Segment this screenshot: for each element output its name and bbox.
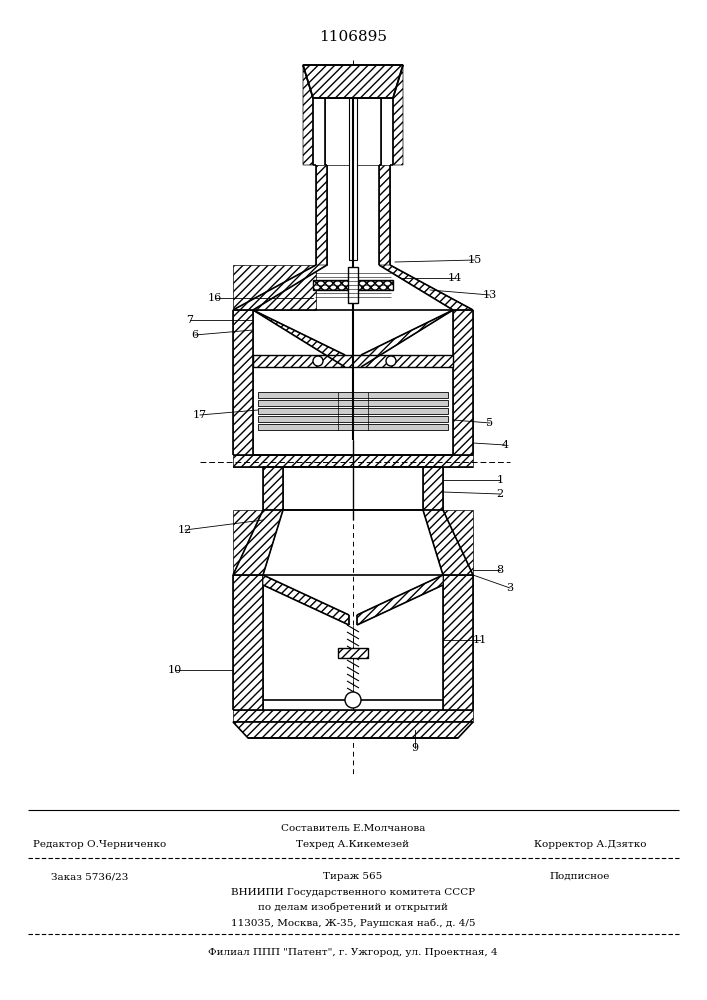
Polygon shape <box>423 467 443 510</box>
Text: 1106895: 1106895 <box>319 30 387 44</box>
Polygon shape <box>233 265 316 310</box>
Text: Подписное: Подписное <box>550 872 610 881</box>
Polygon shape <box>325 98 381 165</box>
Polygon shape <box>233 455 473 467</box>
Polygon shape <box>338 648 368 658</box>
Text: Техред А.Кикемезей: Техред А.Кикемезей <box>296 840 409 849</box>
Text: Заказ 5736/23: Заказ 5736/23 <box>52 872 129 881</box>
Text: ВНИИПИ Государственного комитета СССР: ВНИИПИ Государственного комитета СССР <box>231 888 475 897</box>
Polygon shape <box>303 65 403 98</box>
Text: 6: 6 <box>192 330 199 340</box>
Polygon shape <box>258 424 448 430</box>
Polygon shape <box>361 310 453 367</box>
Polygon shape <box>258 400 448 406</box>
Text: 17: 17 <box>193 410 207 420</box>
Polygon shape <box>258 392 448 398</box>
Polygon shape <box>263 575 349 625</box>
Text: 1: 1 <box>496 475 503 485</box>
Text: 16: 16 <box>208 293 222 303</box>
Text: 2: 2 <box>496 489 503 499</box>
Text: Редактор О.Черниченко: Редактор О.Черниченко <box>33 840 167 849</box>
Text: 15: 15 <box>468 255 482 265</box>
Text: Корректор А.Дзятко: Корректор А.Дзятко <box>534 840 646 849</box>
Polygon shape <box>258 416 448 422</box>
Polygon shape <box>263 467 283 510</box>
Text: 9: 9 <box>411 743 419 753</box>
Circle shape <box>386 356 396 366</box>
Polygon shape <box>253 355 453 367</box>
Circle shape <box>345 692 361 708</box>
Text: Филиал ППП "Патент", г. Ужгород, ул. Проектная, 4: Филиал ППП "Патент", г. Ужгород, ул. Про… <box>208 948 498 957</box>
Polygon shape <box>423 510 473 575</box>
Polygon shape <box>453 310 473 455</box>
Polygon shape <box>379 265 473 310</box>
Circle shape <box>313 356 323 366</box>
Polygon shape <box>390 265 473 310</box>
Text: 5: 5 <box>486 418 493 428</box>
Polygon shape <box>233 265 327 310</box>
Polygon shape <box>233 510 283 575</box>
Text: 113035, Москва, Ж-35, Раушская наб., д. 4/5: 113035, Москва, Ж-35, Раушская наб., д. … <box>230 918 475 928</box>
Text: 8: 8 <box>496 565 503 575</box>
Text: 14: 14 <box>448 273 462 283</box>
Text: Тираж 565: Тираж 565 <box>323 872 382 881</box>
Text: 11: 11 <box>473 635 487 645</box>
Polygon shape <box>233 710 473 722</box>
Polygon shape <box>443 510 473 575</box>
Polygon shape <box>349 98 357 260</box>
Polygon shape <box>233 722 473 738</box>
Polygon shape <box>233 310 253 455</box>
Polygon shape <box>316 165 327 265</box>
Text: Составитель Е.Молчанова: Составитель Е.Молчанова <box>281 824 425 833</box>
Text: 4: 4 <box>501 440 508 450</box>
Polygon shape <box>313 280 393 290</box>
Polygon shape <box>253 310 345 367</box>
Polygon shape <box>443 575 473 710</box>
Text: 10: 10 <box>168 665 182 675</box>
Text: 7: 7 <box>187 315 194 325</box>
Polygon shape <box>233 510 263 575</box>
Polygon shape <box>303 65 313 165</box>
Polygon shape <box>357 575 443 625</box>
Polygon shape <box>379 165 390 265</box>
Polygon shape <box>393 65 403 165</box>
Polygon shape <box>233 575 263 710</box>
Polygon shape <box>348 267 358 303</box>
Text: по делам изобретений и открытий: по делам изобретений и открытий <box>258 903 448 912</box>
Text: 13: 13 <box>483 290 497 300</box>
Text: 12: 12 <box>178 525 192 535</box>
Polygon shape <box>258 408 448 414</box>
Text: 3: 3 <box>506 583 513 593</box>
